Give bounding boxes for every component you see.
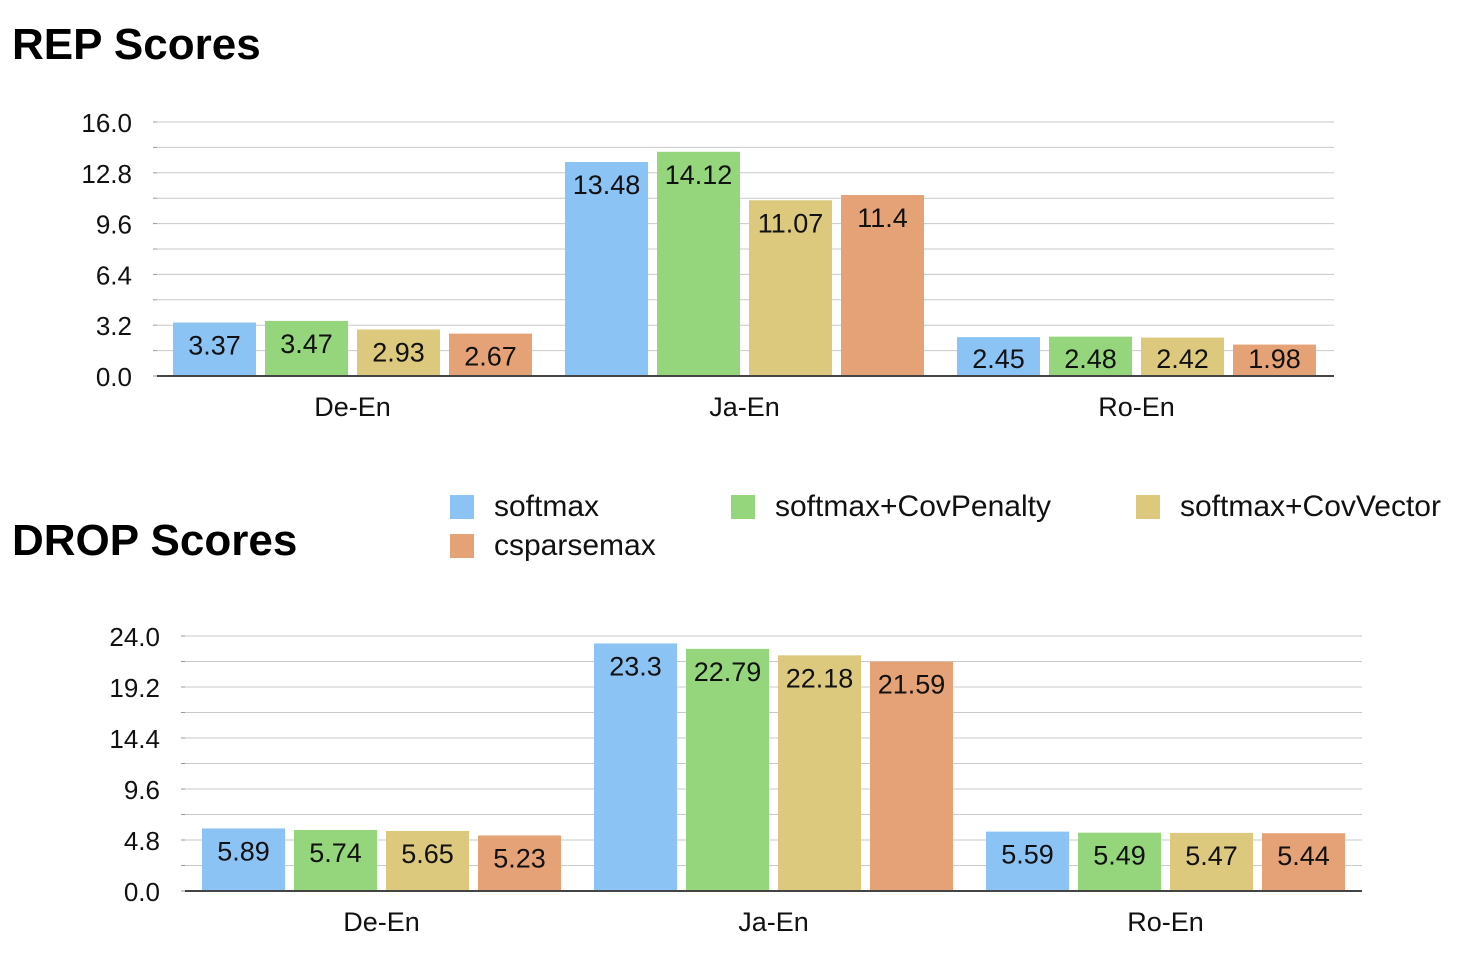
rep-bar [1233, 344, 1316, 376]
drop-data-label: 22.79 [694, 657, 762, 687]
rep-scores-chart: 0.0 3.2 6.4 9.6 12.8 16.0 3.37 3.47 2.93 2.67 De-E… [81, 108, 1334, 422]
drop-bar [478, 835, 561, 891]
drop-y-tick-label: 0.0 [124, 877, 160, 907]
drop-data-label: 21.59 [878, 670, 946, 700]
drop-chart-title: DROP Scores [12, 516, 298, 565]
drop-bar [386, 830, 469, 891]
rep-y-tick-label: 3.2 [96, 311, 132, 341]
rep-y-tick-label: 0.0 [96, 362, 132, 392]
drop-bar [1170, 832, 1253, 891]
rep-bar [265, 320, 348, 376]
rep-y-tick-label: 16.0 [81, 108, 132, 138]
drop-bar [1262, 833, 1345, 891]
rep-bar [565, 162, 648, 376]
rep-data-label: 2.48 [1064, 344, 1117, 374]
drop-bar [986, 831, 1069, 891]
drop-data-label: 5.44 [1277, 841, 1330, 871]
rep-bar [357, 329, 440, 376]
drop-bar [870, 661, 953, 891]
drop-data-label: 5.23 [493, 843, 546, 873]
rep-data-label: 2.93 [372, 337, 425, 367]
rep-bar [1049, 336, 1132, 376]
rep-bar [957, 337, 1040, 376]
rep-data-label: 3.37 [188, 331, 241, 361]
drop-y-tick-label: 9.6 [124, 775, 160, 805]
drop-bar [294, 830, 377, 891]
drop-data-label: 23.3 [609, 651, 662, 681]
rep-bar [657, 151, 740, 376]
drop-x-category-label: De-En [343, 907, 420, 937]
rep-bar [449, 333, 532, 376]
drop-data-label: 5.47 [1185, 841, 1238, 871]
rep-y-tick-label: 9.6 [96, 210, 132, 240]
drop-y-tick-label: 14.4 [109, 724, 160, 754]
drop-x-category-label: Ja-En [738, 907, 809, 937]
drop-bar [594, 643, 677, 891]
drop-x-category-label: Ro-En [1127, 907, 1204, 937]
rep-bar [841, 195, 924, 376]
rep-y-tick-label: 12.8 [81, 159, 132, 189]
rep-bar [749, 200, 832, 376]
rep-data-label: 1.98 [1248, 344, 1301, 374]
rep-y-tick-label: 6.4 [96, 260, 132, 290]
drop-bar [1078, 832, 1161, 891]
rep-bar [1141, 337, 1224, 376]
drop-bar [778, 655, 861, 891]
drop-y-tick-label: 24.0 [109, 622, 160, 652]
drop-data-label: 5.65 [401, 839, 454, 869]
drop-data-label: 22.18 [786, 663, 854, 693]
drop-data-label: 5.49 [1093, 841, 1146, 871]
rep-x-category-label: De-En [314, 392, 391, 422]
rep-data-label: 13.48 [573, 170, 641, 200]
drop-data-label: 5.89 [217, 836, 270, 866]
rep-data-label: 11.07 [758, 208, 824, 238]
rep-data-label: 2.67 [464, 342, 517, 372]
rep-data-label: 11.4 [857, 203, 908, 233]
drop-bar [202, 828, 285, 891]
rep-bar [173, 322, 256, 376]
rep-x-category-label: Ro-En [1098, 392, 1175, 422]
drop-data-label: 5.74 [309, 838, 362, 868]
rep-data-label: 14.12 [665, 160, 733, 190]
rep-x-category-label: Ja-En [709, 392, 780, 422]
rep-data-label: 2.42 [1156, 344, 1209, 374]
drop-bar [686, 648, 769, 891]
drop-data-label: 5.59 [1001, 840, 1054, 870]
drop-y-tick-label: 4.8 [124, 826, 160, 856]
drop-y-tick-label: 19.2 [109, 673, 160, 703]
rep-data-label: 3.47 [280, 329, 333, 359]
rep-data-label: 2.45 [972, 344, 1025, 374]
rep-chart-title: REP Scores [12, 20, 261, 69]
